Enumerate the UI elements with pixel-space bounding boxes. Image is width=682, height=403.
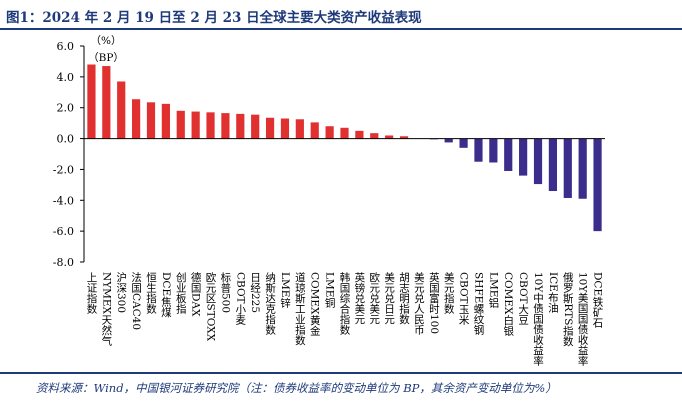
x-tick-label: 俄罗斯RTS指数: [562, 272, 574, 347]
x-axis-labels: 上证指数 NYMEX天然气 沪深300 法国CAC40 恒生指数 DCE焦煤 创业板指 德国D…: [85, 271, 603, 366]
bar: [474, 138, 483, 162]
bar: [310, 122, 319, 139]
x-tick-label: LME铜: [324, 272, 336, 309]
bar: [578, 138, 587, 199]
bar: [385, 135, 394, 139]
bar: [533, 138, 543, 185]
bar: [504, 138, 513, 171]
bar: [325, 126, 334, 139]
bar: [563, 138, 572, 198]
x-tick-label: ICE布油: [547, 272, 559, 313]
bar: [593, 138, 602, 232]
y-tick-label: -2.0: [53, 163, 74, 176]
x-tick-label: CBOT大豆: [517, 272, 529, 325]
y-tick-label: 0.0: [57, 133, 75, 146]
x-tick-label: 美元兑人民币: [413, 271, 425, 336]
bar: [399, 136, 409, 139]
bar: [444, 138, 453, 143]
bar: [102, 66, 111, 139]
x-tick-label: 美元指数: [443, 271, 455, 315]
x-tick-label: 10Y美国国债收益率: [577, 272, 589, 367]
x-tick-label: DCE焦煤: [160, 272, 172, 318]
x-tick-label: DCE铁矿石: [592, 272, 604, 328]
bar: [236, 113, 245, 139]
x-tick-label: LME铝: [487, 272, 499, 309]
bar: [176, 110, 185, 139]
bar: [221, 113, 230, 139]
x-tick-label: 日经225: [249, 272, 261, 313]
x-tick-label: 沪深300: [115, 271, 127, 313]
bar: [370, 133, 379, 139]
x-tick-label: 10Y中债国债收益率: [532, 272, 544, 367]
x-tick-label: 美元兑日元: [383, 271, 395, 324]
bar: [459, 138, 468, 148]
x-tick-label: 胡志明指数: [398, 271, 410, 325]
x-tick-label: 标普500: [219, 272, 231, 313]
x-tick-label: 欧元区STOXX: [205, 272, 217, 342]
title-bar: 图1：2024 年 2 月 19 日至 2 月 23 日全球主要大类资产收益表现: [0, 0, 682, 30]
bar: [295, 119, 304, 139]
y-tick-label: 6.0: [57, 40, 75, 53]
bar: [355, 130, 364, 139]
x-tick-label: 法国CAC40: [130, 271, 142, 330]
bar: [519, 138, 528, 176]
bar-series: [87, 64, 602, 232]
bar: [489, 138, 498, 163]
x-tick-label: SHFE螺纹钢: [472, 272, 484, 336]
y-tick-label: -4.0: [53, 194, 74, 207]
y-tick-label: 4.0: [57, 71, 75, 84]
bar-chart: 6.0 4.0 2.0 0.0 -2.0 -4.0 -6.0 -8.0 （%） （BP） 上证指数…: [53, 35, 605, 367]
unit-label: （%）: [91, 35, 122, 47]
source-note: 资料来源：Wind，中国银河证券研究院（注：债券收益率的变动单位为 BP，其余资…: [36, 381, 557, 395]
x-tick-label: 上证指数: [85, 272, 97, 315]
x-tick-label: COMEX黄金: [309, 272, 321, 336]
x-tick-label: 恒生指数: [145, 271, 157, 315]
y-tick-label: 2.0: [57, 102, 75, 115]
x-tick-label: 欧元兑美元: [368, 272, 380, 325]
source-bar: 资料来源：Wind，中国银河证券研究院（注：债券收益率的变动单位为 BP，其余资…: [0, 372, 682, 403]
bar: [191, 111, 200, 139]
x-tick-label: CBOT小麦: [234, 272, 246, 325]
bar: [548, 138, 557, 192]
bar: [265, 117, 275, 139]
bar: [132, 99, 141, 139]
x-tick-label: 韩国综合指数: [339, 271, 351, 336]
bar: [280, 118, 290, 139]
y-tick-label: -8.0: [53, 256, 74, 269]
x-tick-label: 道琼斯工业指数: [294, 271, 306, 346]
bar: [87, 64, 96, 139]
x-tick-label: 英国富时100: [428, 271, 440, 334]
chart-title: 图1：2024 年 2 月 19 日至 2 月 23 日全球主要大类资产收益表现: [6, 10, 422, 26]
bar: [206, 112, 215, 139]
x-tick-label: 纳斯达克指数: [264, 271, 276, 336]
x-tick-label: LME锌: [279, 272, 291, 309]
bar: [161, 103, 170, 139]
bar: [117, 81, 126, 139]
x-tick-label: 创业板指: [175, 271, 187, 315]
bar: [146, 102, 156, 139]
bar: [340, 127, 349, 139]
y-tick-label: -6.0: [53, 225, 74, 238]
unit-label: （BP）: [88, 52, 124, 64]
x-tick-label: 德国DAX: [190, 271, 202, 317]
x-tick-label: 英镑兑美元: [353, 271, 365, 324]
y-axis: 6.0 4.0 2.0 0.0 -2.0 -4.0 -6.0 -8.0 （%） （BP）: [53, 35, 124, 269]
x-tick-label: COMEX白银: [502, 272, 514, 336]
x-tick-label: NYMEX天然气: [100, 272, 112, 346]
bar: [251, 114, 260, 139]
x-tick-label: CBOT玉米: [458, 272, 470, 325]
